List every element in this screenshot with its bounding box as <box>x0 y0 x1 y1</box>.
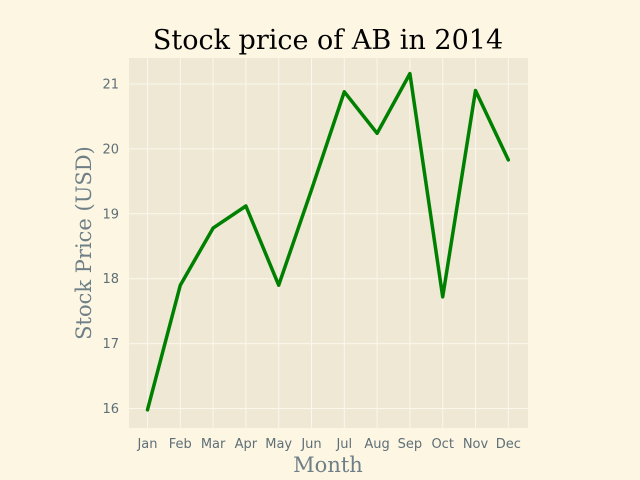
x-tick-label: Apr <box>235 437 258 452</box>
x-tick-label: Dec <box>496 437 521 452</box>
chart-title: Stock price of AB in 2014 <box>153 25 503 56</box>
plot-area <box>129 58 528 428</box>
x-tick-label: Feb <box>169 437 192 452</box>
y-tick-label: 17 <box>102 337 119 352</box>
x-tick-labels: Jan Feb Mar Apr May Jun Jul Aug Sep Oct Nov Dec <box>136 437 520 452</box>
x-tick-label: Aug <box>364 437 389 452</box>
x-tick-label: Jul <box>335 437 352 452</box>
x-tick-label: Mar <box>201 437 226 452</box>
x-axis-label: Month <box>293 453 363 477</box>
x-tick-label: Nov <box>463 437 489 452</box>
grid <box>129 58 528 428</box>
x-tick-label: May <box>265 437 292 452</box>
series-line <box>145 71 511 412</box>
y-tick-label: 16 <box>102 402 119 417</box>
y-tick-label: 19 <box>102 207 119 222</box>
series-layer <box>145 71 511 412</box>
y-tick-label: 18 <box>102 272 119 287</box>
x-tick-label: Jun <box>300 437 321 452</box>
y-axis-label: Stock Price (USD) <box>72 146 96 340</box>
y-tick-label: 20 <box>102 142 119 157</box>
x-tick-label: Sep <box>398 437 423 452</box>
y-tick-label: 21 <box>102 77 119 92</box>
y-tick-labels: 16 17 18 19 20 21 <box>102 77 119 417</box>
x-tick-label: Oct <box>431 437 453 452</box>
x-tick-label: Jan <box>136 437 157 452</box>
